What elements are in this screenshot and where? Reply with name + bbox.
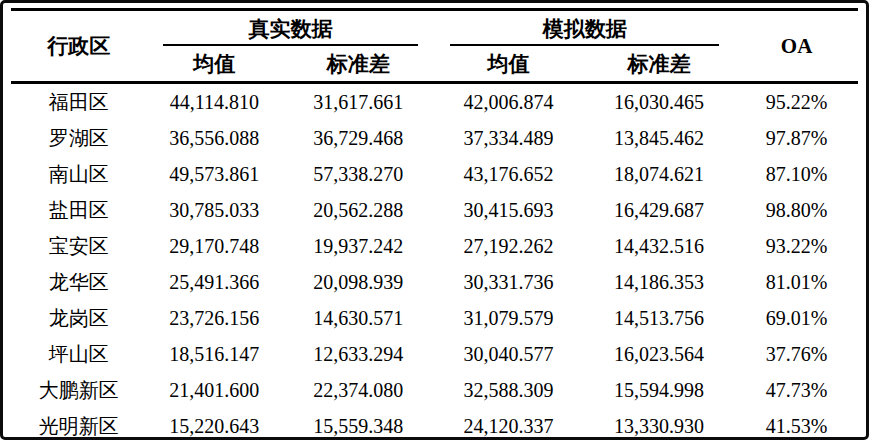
cell-sim-mean: 31,079.579 — [434, 300, 582, 336]
cell-sim-std: 14,513.756 — [583, 300, 735, 336]
table-row: 坪山区18,516.14712,633.29430,040.57716,023.… — [11, 336, 858, 372]
cell-oa: 37.76% — [735, 336, 858, 372]
table-row: 龙华区25,491.36620,098.93930,331.73614,186.… — [11, 264, 858, 300]
cell-real-mean: 15,220.643 — [147, 408, 283, 440]
cell-oa: 47.73% — [735, 372, 858, 408]
cell-sim-std: 13,330.930 — [583, 408, 735, 440]
cell-district: 罗湖区 — [11, 120, 147, 156]
cell-real-std: 36,729.468 — [282, 120, 434, 156]
table-frame: 行政区 真实数据 模拟数据 OA 均值 标准差 均值 标准差 福田区44,114… — [0, 0, 869, 440]
cell-oa: 98.80% — [735, 192, 858, 228]
cell-sim-mean: 24,120.337 — [434, 408, 582, 440]
cell-sim-mean: 30,040.577 — [434, 336, 582, 372]
cell-real-mean: 30,785.033 — [147, 192, 283, 228]
cell-sim-std: 16,023.564 — [583, 336, 735, 372]
cell-real-std: 20,562.288 — [282, 192, 434, 228]
table-row: 南山区49,573.86157,338.27043,176.65218,074.… — [11, 156, 858, 192]
cell-real-mean: 21,401.600 — [147, 372, 283, 408]
cell-oa: 97.87% — [735, 120, 858, 156]
cell-district: 宝安区 — [11, 228, 147, 264]
cell-real-std: 22,374.080 — [282, 372, 434, 408]
cell-sim-std: 16,429.687 — [583, 192, 735, 228]
col-header-real-std: 标准差 — [282, 47, 434, 83]
cell-real-mean: 36,556.088 — [147, 120, 283, 156]
table-row: 宝安区29,170.74819,937.24227,192.26214,432.… — [11, 228, 858, 264]
cell-district: 大鹏新区 — [11, 372, 147, 408]
cell-oa: 81.01% — [735, 264, 858, 300]
cell-sim-mean: 30,415.693 — [434, 192, 582, 228]
table-row: 罗湖区36,556.08836,729.46837,334.48913,845.… — [11, 120, 858, 156]
cell-real-mean: 44,114.810 — [147, 83, 283, 121]
col-header-district: 行政区 — [11, 10, 147, 83]
cell-sim-std: 15,594.998 — [583, 372, 735, 408]
col-header-sim-mean: 均值 — [434, 47, 582, 83]
col-group-real-data: 真实数据 — [147, 10, 435, 48]
cell-real-mean: 25,491.366 — [147, 264, 283, 300]
cell-oa: 95.22% — [735, 83, 858, 121]
cell-oa: 69.01% — [735, 300, 858, 336]
cell-district: 南山区 — [11, 156, 147, 192]
cell-real-std: 57,338.270 — [282, 156, 434, 192]
cell-sim-std: 14,186.353 — [583, 264, 735, 300]
district-stats-table: 行政区 真实数据 模拟数据 OA 均值 标准差 均值 标准差 福田区44,114… — [11, 8, 858, 440]
cell-sim-std: 18,074.621 — [583, 156, 735, 192]
cell-district: 龙岗区 — [11, 300, 147, 336]
cell-real-std: 31,617.661 — [282, 83, 434, 121]
header-group-row: 行政区 真实数据 模拟数据 OA — [11, 10, 858, 48]
cell-real-mean: 49,573.861 — [147, 156, 283, 192]
table-row: 盐田区30,785.03320,562.28830,415.69316,429.… — [11, 192, 858, 228]
cell-sim-mean: 43,176.652 — [434, 156, 582, 192]
cell-real-std: 12,633.294 — [282, 336, 434, 372]
cell-real-mean: 29,170.748 — [147, 228, 283, 264]
col-header-oa: OA — [735, 10, 858, 83]
cell-real-std: 20,098.939 — [282, 264, 434, 300]
cell-sim-mean: 27,192.262 — [434, 228, 582, 264]
cell-real-std: 15,559.348 — [282, 408, 434, 440]
cell-real-mean: 18,516.147 — [147, 336, 283, 372]
table-row: 大鹏新区21,401.60022,374.08032,588.30915,594… — [11, 372, 858, 408]
cell-sim-mean: 42,006.874 — [434, 83, 582, 121]
cell-oa: 93.22% — [735, 228, 858, 264]
col-header-real-mean: 均值 — [147, 47, 283, 83]
cell-real-std: 14,630.571 — [282, 300, 434, 336]
col-group-simulated-data: 模拟数据 — [434, 10, 735, 48]
table-header: 行政区 真实数据 模拟数据 OA 均值 标准差 均值 标准差 — [11, 10, 858, 83]
col-header-sim-std: 标准差 — [583, 47, 735, 83]
cell-oa: 87.10% — [735, 156, 858, 192]
cell-sim-mean: 37,334.489 — [434, 120, 582, 156]
table-row: 龙岗区23,726.15614,630.57131,079.57914,513.… — [11, 300, 858, 336]
cell-district: 光明新区 — [11, 408, 147, 440]
cell-district: 盐田区 — [11, 192, 147, 228]
cell-sim-mean: 30,331.736 — [434, 264, 582, 300]
cell-sim-std: 13,845.462 — [583, 120, 735, 156]
table-body: 福田区44,114.81031,617.66142,006.87416,030.… — [11, 83, 858, 440]
cell-oa: 41.53% — [735, 408, 858, 440]
cell-sim-std: 16,030.465 — [583, 83, 735, 121]
table-row: 福田区44,114.81031,617.66142,006.87416,030.… — [11, 83, 858, 121]
cell-district: 福田区 — [11, 83, 147, 121]
cell-district: 坪山区 — [11, 336, 147, 372]
cell-district: 龙华区 — [11, 264, 147, 300]
table-row: 光明新区15,220.64315,559.34824,120.33713,330… — [11, 408, 858, 440]
cell-sim-std: 14,432.516 — [583, 228, 735, 264]
cell-sim-mean: 32,588.309 — [434, 372, 582, 408]
cell-real-std: 19,937.242 — [282, 228, 434, 264]
cell-real-mean: 23,726.156 — [147, 300, 283, 336]
